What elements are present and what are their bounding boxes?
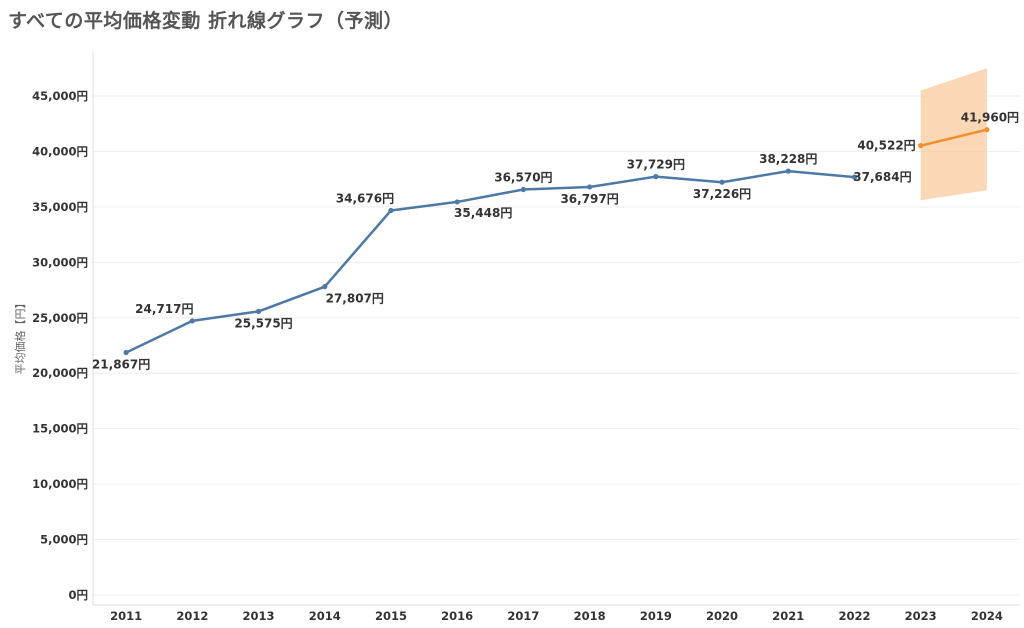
x-tick-label: 2016 <box>441 609 473 623</box>
data-point <box>719 179 725 185</box>
data-point <box>189 318 195 324</box>
x-tick-label: 2024 <box>971 609 1003 623</box>
forecast-band <box>920 68 987 201</box>
y-tick-label: 5,000円 <box>40 533 88 547</box>
x-tick-label: 2020 <box>706 609 738 623</box>
x-tick-label: 2011 <box>110 609 142 623</box>
series-lines <box>125 128 988 354</box>
data-label: 40,522円 <box>857 139 915 153</box>
data-point <box>851 174 858 180</box>
actual-series-line <box>125 169 855 354</box>
x-tick-label: 2012 <box>176 609 208 623</box>
data-label: 25,575円 <box>234 316 292 330</box>
x-tick-label: 2017 <box>507 609 539 623</box>
x-tick-label: 2013 <box>243 609 275 623</box>
x-tick-label: 2015 <box>375 609 407 623</box>
data-label: 35,448円 <box>454 206 512 220</box>
data-point <box>123 349 129 356</box>
x-tick-label: 2023 <box>905 609 937 623</box>
axes: 0円 5,000円 10,000円 15,000円 20,000円 25,000円 30,0… <box>32 52 1020 623</box>
data-label: 24,717円 <box>135 302 193 316</box>
data-point <box>520 186 526 193</box>
y-tick-label: 30,000円 <box>32 255 88 269</box>
x-tick-label: 2021 <box>772 609 804 623</box>
data-point <box>322 284 328 290</box>
y-tick-label: 0円 <box>68 588 88 602</box>
data-labels: 21,867円 24,717円 25,575円 27,807円 34,676円 35,44… <box>92 111 1019 372</box>
data-point <box>984 127 990 133</box>
data-point <box>388 207 394 214</box>
y-tick-label: 20,000円 <box>32 366 88 380</box>
x-tick-label: 2018 <box>574 609 606 623</box>
x-tick-label: 2019 <box>640 609 672 623</box>
x-tick-label: 2014 <box>309 609 341 623</box>
data-label: 37,226円 <box>693 187 751 201</box>
data-point <box>454 199 460 205</box>
data-point <box>255 308 262 315</box>
data-label: 38,228円 <box>759 152 817 166</box>
y-tick-label: 10,000円 <box>32 477 88 491</box>
data-point <box>918 143 924 149</box>
data-label: 36,570円 <box>494 170 552 184</box>
chart-title: すべての平均価格変動 折れ線グラフ（予測） <box>8 10 404 32</box>
y-tick-label: 35,000円 <box>32 200 88 214</box>
data-label: 37,729円 <box>627 158 685 172</box>
y-tick-label: 15,000円 <box>32 422 88 436</box>
data-label: 34,676円 <box>336 191 394 205</box>
data-point <box>653 174 659 180</box>
y-tick-label: 45,000円 <box>32 89 88 103</box>
data-points <box>123 127 990 356</box>
data-label: 41,960円 <box>961 111 1019 125</box>
y-tick-label: 25,000円 <box>32 311 88 325</box>
gridlines <box>93 95 1020 596</box>
data-label: 21,867円 <box>92 358 150 372</box>
data-label: 37,684円 <box>853 170 911 184</box>
x-tick-label: 2022 <box>838 609 870 623</box>
data-point <box>785 168 791 174</box>
forecast-confidence-band <box>920 68 987 201</box>
data-label: 27,807円 <box>326 292 384 306</box>
forecast-series-line <box>920 128 988 147</box>
data-label: 36,797円 <box>560 192 618 206</box>
y-tick-label: 40,000円 <box>32 144 88 158</box>
data-point <box>587 184 593 190</box>
